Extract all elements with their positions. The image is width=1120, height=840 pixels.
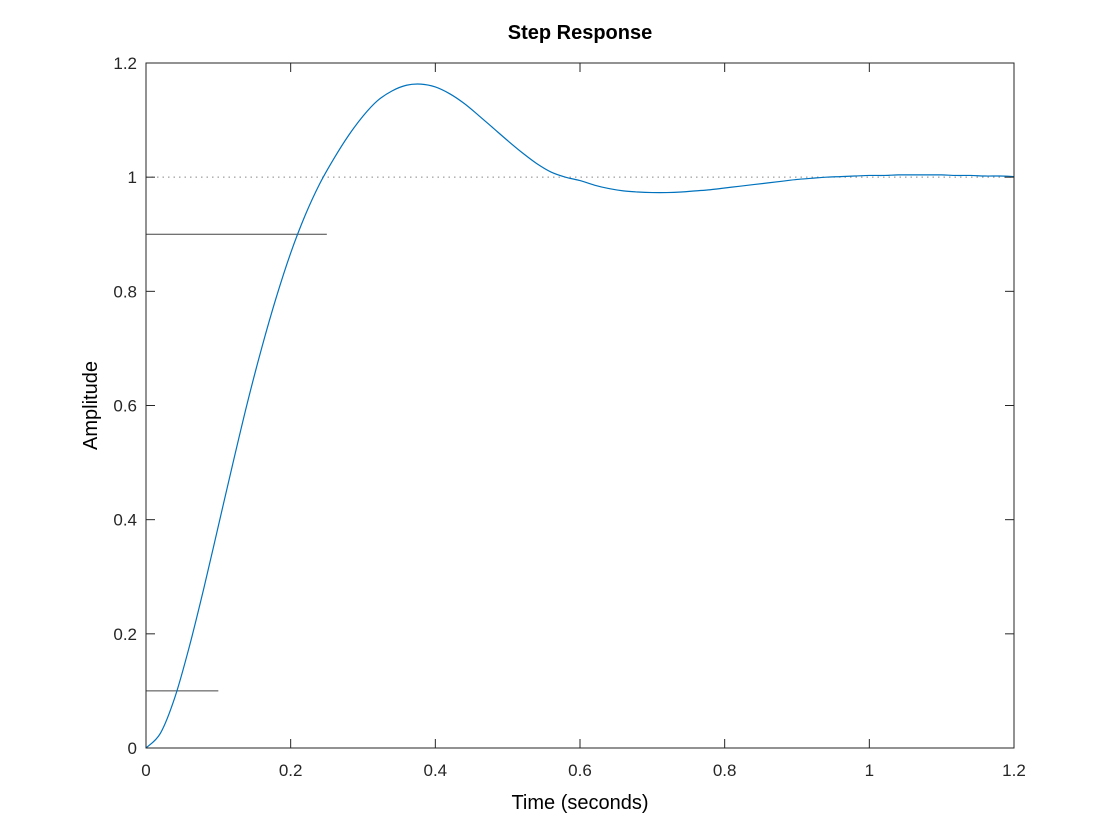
y-tick-label: 0.8 xyxy=(113,282,137,301)
x-tick-label: 1 xyxy=(865,761,874,780)
y-tick-label: 0.2 xyxy=(113,625,137,644)
y-tick-labels: 0 0.2 0.4 0.6 0.8 1 1.2 xyxy=(113,54,137,758)
x-tick-label: 1.2 xyxy=(1002,761,1026,780)
y-axis-label: Amplitude xyxy=(80,361,102,450)
y-tick-label: 0.4 xyxy=(113,511,137,530)
x-tick-label: 0.2 xyxy=(279,761,303,780)
x-tick-label: 0.4 xyxy=(424,761,448,780)
x-tick-label: 0.6 xyxy=(568,761,592,780)
y-tick-label: 1.2 xyxy=(113,54,137,73)
plot-area xyxy=(146,63,1014,748)
series-line-step-response xyxy=(145,83,1015,749)
x-axis-label: Time (seconds) xyxy=(511,792,648,814)
reference-lines xyxy=(146,176,1014,692)
x-tick-label: 0 xyxy=(141,761,150,780)
axis-ticks xyxy=(145,62,1015,749)
series-layer xyxy=(145,83,1015,749)
chart-title: Step Response xyxy=(508,22,652,44)
x-tick-labels: 0 0.2 0.4 0.6 0.8 1 1.2 xyxy=(141,761,1026,780)
y-tick-label: 0 xyxy=(128,739,137,758)
y-tick-label: 1 xyxy=(128,168,137,187)
y-tick-label: 0.6 xyxy=(113,397,137,416)
x-tick-label: 0.8 xyxy=(713,761,737,780)
